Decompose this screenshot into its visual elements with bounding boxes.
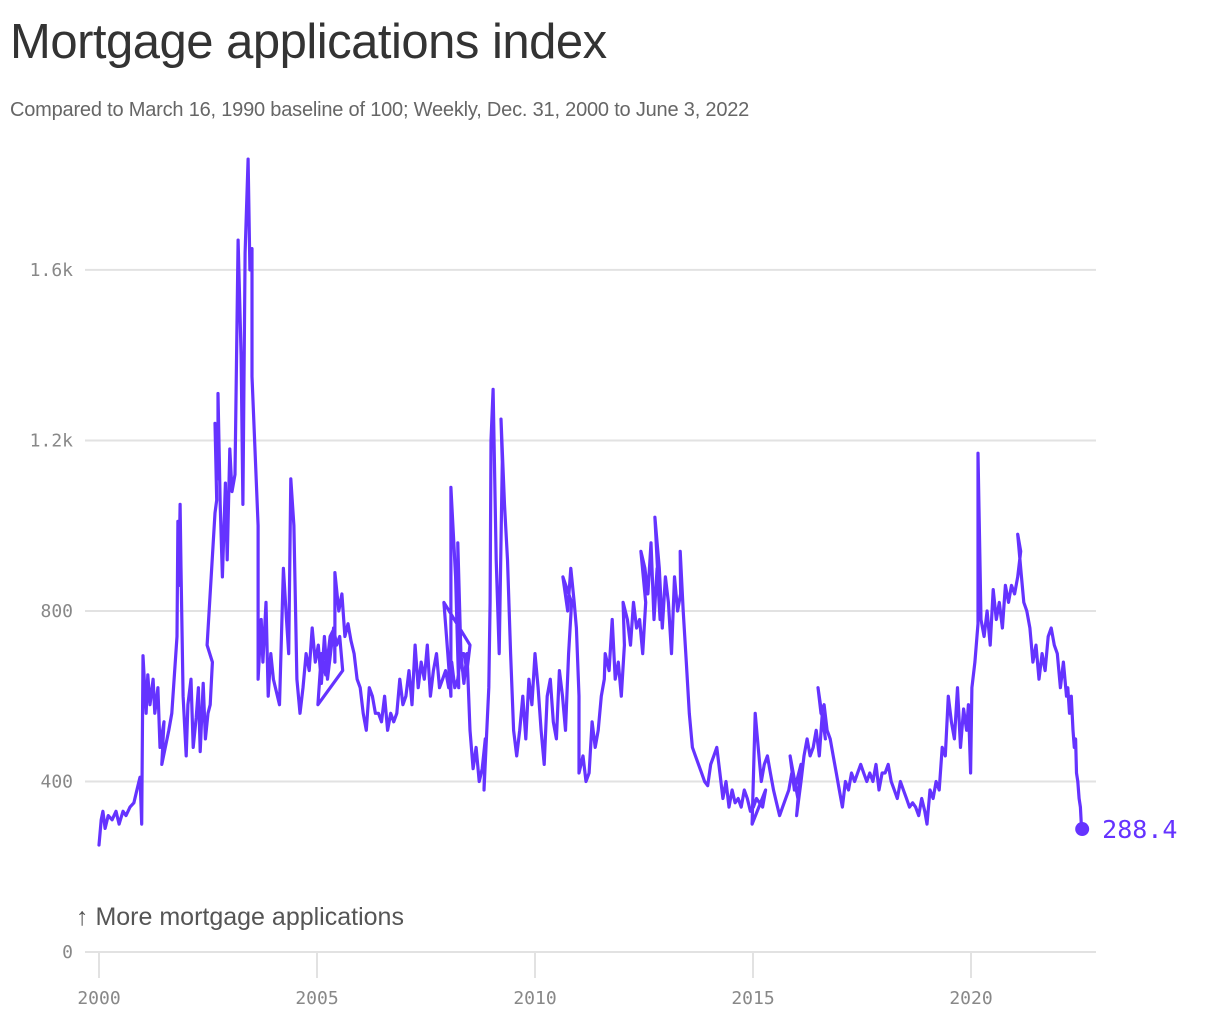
x-tick-label: 2000 (77, 988, 120, 1009)
series-line (97, 157, 1084, 847)
x-axis: 2000 2005 2010 2015 2020 (77, 988, 992, 1009)
y-tick-label: 0 (62, 942, 73, 963)
x-tick-label: 2015 (731, 988, 774, 1009)
y-tick-label: 1.6k (30, 260, 74, 281)
x-tick-label: 2010 (513, 988, 556, 1009)
x-tick-label: 2020 (949, 988, 992, 1009)
chart-title: Mortgage applications index (10, 15, 607, 69)
y-tick-label: 1.2k (30, 430, 74, 451)
chart-subtitle: Compared to March 16, 1990 baseline of 1… (10, 99, 750, 121)
x-tick-label: 2005 (295, 988, 338, 1009)
y-tick-label: 400 (40, 771, 73, 792)
last-point-marker (1075, 822, 1090, 837)
direction-annotation: ↑ More mortgage applications (76, 903, 404, 931)
y-axis: 0 400 800 1.2k 1.6k (30, 260, 74, 963)
y-tick-label: 800 (40, 601, 73, 622)
last-point-label: 288.4 (1102, 815, 1177, 844)
